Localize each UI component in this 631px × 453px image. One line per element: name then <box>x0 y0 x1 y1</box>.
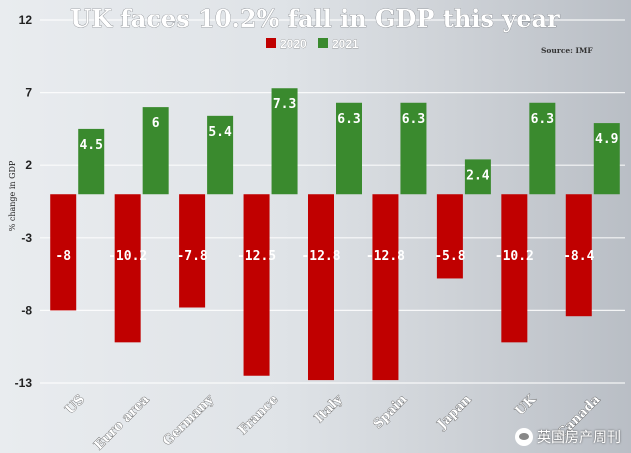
value-label: -8 <box>55 249 71 264</box>
y-axis-label: % change in GDP <box>8 160 17 231</box>
legend: 2020 2021 <box>266 37 359 51</box>
value-label: -5.8 <box>434 249 465 264</box>
bars <box>50 88 620 381</box>
y-tick-label: 2 <box>25 158 32 172</box>
value-labels: -8 4.5 -10.2 6 -7.8 5.4 -12.5 7.3 -12.8 6.3 -12.8 6… <box>55 97 618 264</box>
value-label: -7.8 <box>176 249 207 264</box>
y-tick-label: 7 <box>25 86 32 100</box>
value-label: 2.4 <box>466 168 490 183</box>
value-label: -8.4 <box>563 249 594 264</box>
bar-2020-us <box>50 194 77 311</box>
value-label: 6 <box>152 116 160 131</box>
x-tick-label: Germany <box>160 392 217 449</box>
watermark: 英国房产周刊 <box>515 427 621 447</box>
value-label: 5.4 <box>208 125 232 140</box>
value-label: -12.8 <box>301 249 340 264</box>
y-tick-label: -3 <box>21 231 32 245</box>
y-tick-label: -13 <box>15 376 33 390</box>
bar-2020-germany <box>179 194 206 308</box>
y-tick-label: -8 <box>21 303 32 317</box>
x-tick-label: Italy <box>312 392 346 426</box>
bar-2021-uk <box>529 102 556 195</box>
wechat-icon <box>515 428 533 446</box>
value-label: -10.2 <box>495 249 534 264</box>
y-axis-ticks: 12 7 2 -3 -8 -13 <box>15 13 33 390</box>
bar-2020-france <box>243 194 270 376</box>
value-label: 6.3 <box>337 112 360 127</box>
y-tick-label: 12 <box>19 13 33 27</box>
legend-swatch-2020 <box>266 38 276 48</box>
x-tick-label: US <box>63 392 88 417</box>
x-tick-label: Japan <box>434 392 475 433</box>
legend-label-2021: 2021 <box>332 37 359 51</box>
source-note: Source: IMF <box>541 46 593 55</box>
bar-2020-italy <box>308 194 334 381</box>
bar-2021-japan <box>464 159 491 195</box>
bar-2020-canada <box>565 194 592 317</box>
bar-2020-uk <box>501 194 528 343</box>
value-label: -12.8 <box>366 249 405 264</box>
value-label: -10.2 <box>108 249 147 264</box>
watermark-text: 英国房产周刊 <box>537 430 621 446</box>
value-label: -12.5 <box>237 249 276 264</box>
value-label: 6.3 <box>402 112 425 127</box>
value-label: 7.3 <box>273 97 296 112</box>
bar-2020-spain <box>372 194 399 381</box>
x-tick-label: France <box>235 392 281 438</box>
value-label: 4.5 <box>79 138 102 153</box>
value-label: 4.9 <box>595 132 618 147</box>
bar-2021-euro-area <box>142 107 169 195</box>
value-label: 6.3 <box>531 112 554 127</box>
bar-2021-italy <box>336 102 362 195</box>
legend-swatch-2021 <box>318 38 328 48</box>
bar-2020-japan <box>436 194 463 279</box>
bar-2020-euro-area <box>114 194 141 343</box>
x-tick-label: Euro area <box>91 392 152 453</box>
chart-title: UK faces 10.2% fall in GDP this year <box>70 4 560 33</box>
bar-2021-germany <box>207 115 234 195</box>
x-tick-label: Spain <box>370 392 410 432</box>
x-tick-label: UK <box>513 392 540 419</box>
bar-2021-canada <box>593 123 620 195</box>
bar-2021-us <box>78 128 105 195</box>
legend-label-2020: 2020 <box>280 37 307 51</box>
bar-2021-france <box>271 88 298 195</box>
bar-2021-spain <box>400 102 427 195</box>
